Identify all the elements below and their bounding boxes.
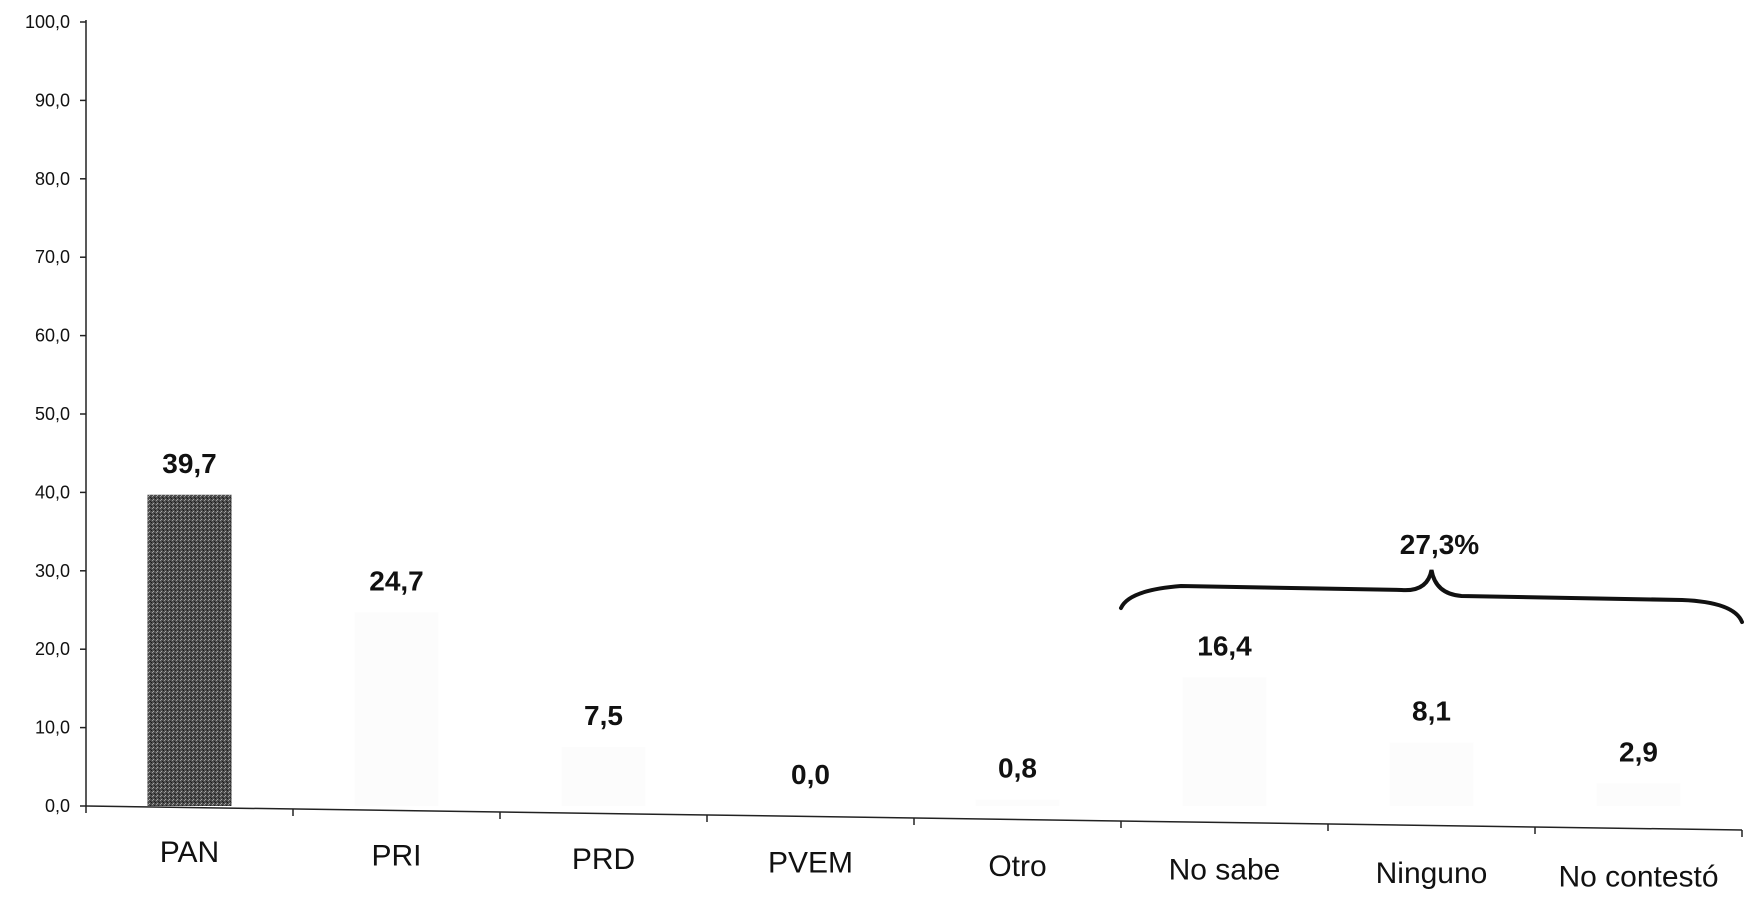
y-tick-label: 60,0	[35, 326, 70, 346]
data-label: 0,0	[791, 759, 830, 790]
x-axis: PAN PRI PRD PVEM Otro No sabe Ninguno No contes…	[85, 805, 1743, 894]
bar	[1596, 783, 1681, 806]
y-tick-label: 80,0	[35, 169, 70, 189]
y-axis: 0,0 10,0 20,0 30,0 40,0 50,0 60,0 70,0 80,0 90,0 1…	[25, 12, 87, 816]
data-label: 8,1	[1412, 695, 1451, 726]
x-tick-label: Ninguno	[1376, 857, 1488, 890]
y-tick-label: 0,0	[45, 796, 70, 816]
data-label: 2,9	[1619, 736, 1658, 767]
x-tick-label: PAN	[160, 836, 219, 869]
y-tick-label: 40,0	[35, 482, 70, 502]
x-tick-label: PVEM	[768, 847, 853, 880]
data-label: 39,7	[162, 448, 217, 479]
y-tick-label: 10,0	[35, 718, 70, 738]
group-brace	[1119, 569, 1744, 624]
y-tick-label: 90,0	[35, 90, 70, 110]
data-label: 24,7	[369, 565, 424, 596]
x-tick-label: PRD	[572, 843, 635, 876]
data-label: 0,8	[998, 753, 1037, 784]
y-tick-label: 70,0	[35, 247, 70, 267]
y-tick-label: 100,0	[25, 12, 70, 32]
bar	[1389, 742, 1474, 806]
y-tick-label: 30,0	[35, 561, 70, 581]
bar	[561, 747, 646, 806]
bars	[147, 494, 1681, 806]
x-tick-label: No contestó	[1558, 861, 1718, 894]
y-tick-label: 20,0	[35, 639, 70, 659]
x-tick-label: No sabe	[1169, 854, 1281, 887]
y-tick-label: 50,0	[35, 404, 70, 424]
x-tick-label: Otro	[988, 850, 1046, 883]
bar	[1182, 677, 1267, 806]
bar	[975, 799, 1060, 806]
data-label: 7,5	[584, 700, 623, 731]
x-tick-label: PRI	[371, 840, 421, 873]
data-labels: 39,7 24,7 7,5 0,0 0,8 16,4 8,1 2,9	[162, 448, 1658, 790]
group-annotation: 27,3%	[1119, 529, 1744, 624]
bar	[147, 494, 232, 806]
group-label: 27,3%	[1400, 529, 1479, 560]
data-label: 16,4	[1197, 630, 1252, 661]
bar	[354, 612, 439, 806]
